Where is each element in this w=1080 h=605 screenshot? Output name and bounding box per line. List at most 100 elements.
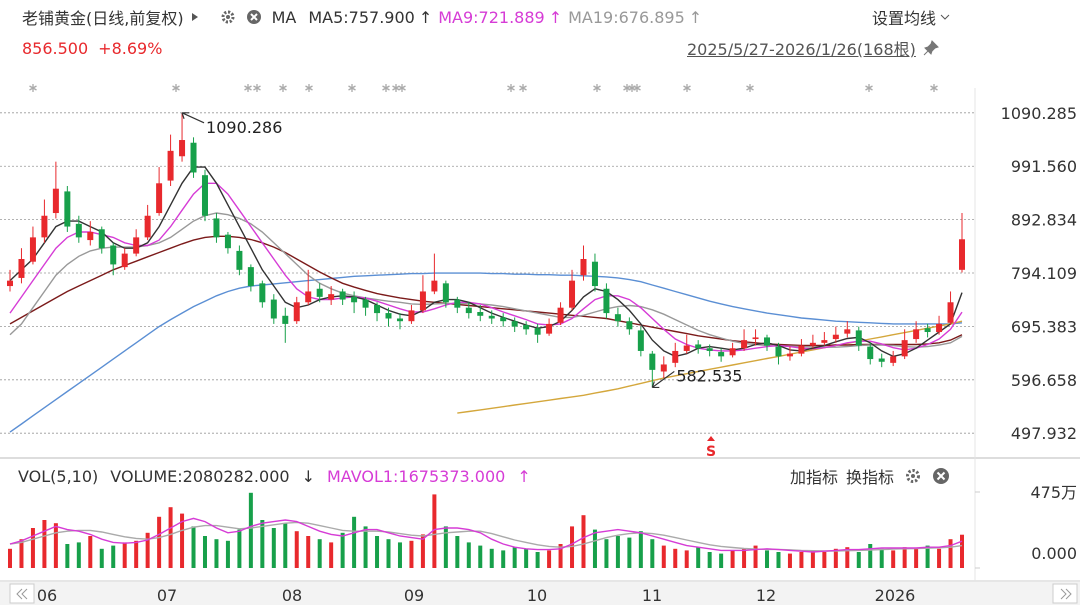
volume-bar — [810, 550, 815, 568]
volume-bar — [696, 547, 701, 568]
candle-body — [569, 280, 576, 308]
volume-bar — [776, 552, 781, 568]
volume-bar — [30, 528, 35, 568]
candle-body — [339, 291, 346, 300]
volume-bar — [19, 539, 24, 568]
candle-body — [546, 323, 553, 334]
volume-bar — [478, 545, 483, 568]
volume-bar — [638, 531, 643, 568]
candle-body — [729, 348, 736, 356]
volume-bar — [512, 547, 517, 568]
candle-body — [408, 310, 415, 322]
candle-body — [477, 312, 484, 316]
candle-body — [167, 150, 174, 181]
candle-body — [110, 245, 117, 265]
y-tick-label: 1090.285 — [1001, 104, 1077, 123]
volume-bar — [707, 552, 712, 568]
volume-bar — [397, 542, 402, 568]
candle-body — [511, 321, 518, 327]
pin-icon[interactable] — [922, 39, 940, 57]
candle-body — [18, 259, 25, 278]
volume-bar — [902, 547, 907, 568]
volume-bar — [99, 548, 104, 568]
add-indicator[interactable]: 加指标 — [790, 468, 839, 487]
close-icon[interactable] — [246, 9, 262, 25]
candle-body — [913, 329, 920, 340]
annotation-arrow — [651, 370, 675, 389]
volume-bar — [604, 539, 609, 568]
candle-body — [523, 324, 530, 330]
switch-indicator[interactable]: 换指标 — [846, 468, 895, 487]
volume-bar — [65, 544, 70, 568]
volume-bar — [960, 534, 964, 568]
close-icon[interactable] — [932, 467, 950, 485]
volume-bar — [891, 550, 896, 568]
volume-bar — [570, 526, 575, 568]
candle-body — [144, 215, 151, 238]
volume-bar — [753, 545, 758, 568]
gear-icon[interactable] — [904, 467, 922, 485]
y-tick-label: 0.000 — [1031, 544, 1077, 563]
candle-body — [316, 288, 323, 297]
volume-bar — [134, 540, 139, 568]
volume-bar — [661, 545, 666, 568]
y-tick-label: 794.109 — [1011, 264, 1077, 283]
candle-body — [557, 307, 564, 323]
volume-bar — [202, 536, 207, 568]
ma-line — [9, 166, 963, 358]
dropdown-icon[interactable] — [940, 13, 950, 21]
candle-body — [270, 299, 277, 319]
gear-icon[interactable] — [220, 9, 236, 25]
candle-body — [52, 188, 59, 214]
candle-body — [660, 364, 667, 372]
candle-body — [924, 328, 931, 333]
volume-bar — [294, 531, 299, 568]
event-marker — [382, 84, 390, 92]
volume-bar — [489, 548, 494, 568]
candle-body — [844, 329, 851, 334]
volume-bar — [283, 523, 288, 568]
volume-bar — [558, 544, 563, 568]
volume-bar — [799, 552, 804, 568]
scroll-right[interactable] — [1052, 583, 1078, 604]
volume-bar — [168, 507, 173, 568]
volume-bar — [845, 547, 850, 568]
candle-body — [614, 314, 621, 322]
x-tick-label: 11 — [642, 586, 662, 605]
event-marker — [593, 84, 601, 92]
volume-bar — [363, 526, 368, 568]
candle-body — [718, 352, 725, 357]
candle-body — [695, 344, 702, 349]
volume-bar — [88, 536, 93, 568]
candle-body — [133, 237, 140, 254]
volume-bar — [466, 542, 471, 568]
candle-body — [867, 346, 874, 360]
candle-body — [488, 315, 495, 319]
date-range[interactable]: 2025/5/27-2026/1/26(168根) — [687, 40, 916, 59]
volume-bar — [833, 548, 838, 568]
event-marker — [172, 84, 180, 92]
candle-body — [637, 330, 644, 351]
volume-bar — [111, 545, 116, 568]
candle-body — [580, 259, 587, 276]
candle-body — [362, 299, 369, 308]
candle-body — [29, 237, 36, 262]
event-marker — [683, 84, 691, 92]
candle-body — [764, 337, 771, 346]
x-tick-label: 07 — [157, 586, 177, 605]
event-marker — [746, 84, 754, 92]
expand-icon[interactable] — [190, 11, 200, 23]
volume-bar — [535, 552, 540, 568]
ma-settings[interactable]: 设置均线 — [872, 6, 950, 28]
candle-body — [706, 348, 713, 351]
volume-bar — [581, 515, 586, 568]
volume-bar — [214, 539, 219, 568]
ma-arrow: ↑ — [418, 7, 433, 27]
volume-bar — [650, 539, 655, 568]
settings-label[interactable]: 设置均线 — [872, 9, 937, 28]
candle-body — [752, 337, 759, 340]
volume-bar — [248, 492, 253, 568]
scroll-left[interactable] — [9, 583, 35, 604]
vol-value: VOLUME:2080282.000 — [110, 466, 290, 486]
event-marker — [633, 84, 641, 92]
